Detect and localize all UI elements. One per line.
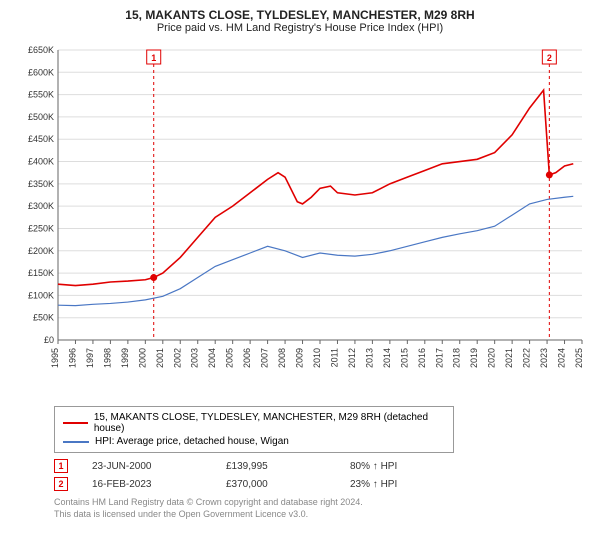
svg-text:2002: 2002 (172, 348, 182, 368)
marker-row: 2 16-FEB-2023 £370,000 23% ↑ HPI (54, 475, 588, 493)
svg-text:2006: 2006 (242, 348, 252, 368)
svg-text:2009: 2009 (295, 348, 305, 368)
svg-text:2011: 2011 (329, 348, 339, 367)
svg-text:2004: 2004 (207, 348, 217, 368)
svg-text:1: 1 (151, 53, 156, 63)
marker-badge: 1 (54, 459, 68, 473)
svg-text:2010: 2010 (312, 348, 322, 368)
marker-pct: 23% ↑ HPI (350, 479, 450, 490)
marker-date: 16-FEB-2023 (92, 479, 202, 490)
marker-row: 1 23-JUN-2000 £139,995 80% ↑ HPI (54, 457, 588, 475)
price-chart: £0 £50K £100K £150K £200K £250K £300K £350K £400… (12, 40, 588, 400)
marker-date: 23-JUN-2000 (92, 461, 202, 472)
svg-text:2015: 2015 (399, 348, 409, 368)
svg-text:£250K: £250K (28, 223, 54, 233)
svg-text:2023: 2023 (539, 348, 549, 368)
svg-text:2008: 2008 (277, 348, 287, 368)
svg-text:2007: 2007 (260, 348, 270, 368)
svg-text:2003: 2003 (190, 348, 200, 368)
footnote-line: This data is licensed under the Open Gov… (54, 509, 588, 521)
legend-row: HPI: Average price, detached house, Wiga… (63, 435, 445, 448)
svg-text:2017: 2017 (434, 348, 444, 368)
svg-text:2024: 2024 (557, 348, 567, 368)
marker-price: £370,000 (226, 479, 326, 490)
svg-text:2018: 2018 (452, 348, 462, 368)
svg-text:2014: 2014 (382, 348, 392, 368)
svg-text:2013: 2013 (364, 348, 374, 368)
svg-text:1999: 1999 (120, 348, 130, 368)
chart-legend: 15, MAKANTS CLOSE, TYLDESLEY, MANCHESTER… (54, 406, 454, 453)
svg-text:1997: 1997 (85, 348, 95, 368)
svg-text:2022: 2022 (522, 348, 532, 368)
legend-swatch (63, 422, 88, 424)
marker-badge: 2 (54, 477, 68, 491)
svg-text:£50K: £50K (33, 313, 54, 323)
page-subtitle: Price paid vs. HM Land Registry's House … (12, 22, 588, 34)
svg-text:£0: £0 (44, 335, 54, 345)
svg-text:2005: 2005 (225, 348, 235, 368)
page-title: 15, MAKANTS CLOSE, TYLDESLEY, MANCHESTER… (12, 8, 588, 22)
legend-row: 15, MAKANTS CLOSE, TYLDESLEY, MANCHESTER… (63, 411, 445, 435)
svg-text:2020: 2020 (487, 348, 497, 368)
footnote-line: Contains HM Land Registry data © Crown c… (54, 497, 588, 509)
svg-text:1995: 1995 (50, 348, 60, 368)
svg-text:£650K: £650K (28, 45, 54, 55)
legend-label: 15, MAKANTS CLOSE, TYLDESLEY, MANCHESTER… (94, 412, 445, 434)
svg-text:2000: 2000 (137, 348, 147, 368)
svg-text:£600K: £600K (28, 67, 54, 77)
svg-text:£550K: £550K (28, 90, 54, 100)
marker-price: £139,995 (226, 461, 326, 472)
svg-text:2016: 2016 (417, 348, 427, 368)
svg-text:2: 2 (547, 53, 552, 63)
svg-text:£150K: £150K (28, 268, 54, 278)
svg-text:£450K: £450K (28, 134, 54, 144)
legend-swatch (63, 441, 89, 443)
legend-label: HPI: Average price, detached house, Wiga… (95, 436, 289, 447)
svg-text:2001: 2001 (155, 348, 165, 368)
svg-text:2021: 2021 (504, 348, 514, 368)
svg-text:£200K: £200K (28, 246, 54, 256)
svg-text:1998: 1998 (102, 348, 112, 368)
svg-text:£300K: £300K (28, 201, 54, 211)
svg-text:£350K: £350K (28, 179, 54, 189)
svg-text:£500K: £500K (28, 112, 54, 122)
footnote: Contains HM Land Registry data © Crown c… (54, 497, 588, 520)
svg-text:£400K: £400K (28, 157, 54, 167)
svg-text:1996: 1996 (67, 348, 77, 368)
svg-text:2019: 2019 (469, 348, 479, 368)
marker-pct: 80% ↑ HPI (350, 461, 450, 472)
svg-text:£100K: £100K (28, 290, 54, 300)
svg-text:2012: 2012 (347, 348, 357, 368)
svg-text:2025: 2025 (574, 348, 584, 368)
marker-table: 1 23-JUN-2000 £139,995 80% ↑ HPI 2 16-FEB-202… (54, 457, 588, 493)
